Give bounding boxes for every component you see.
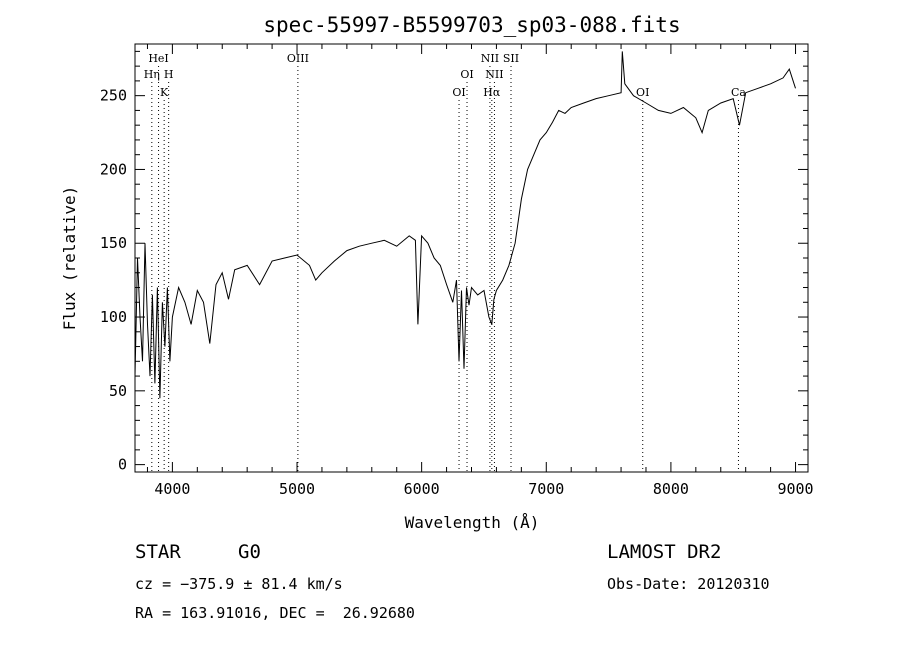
y-tick-label: 100	[100, 308, 127, 326]
line-marker-label: NII	[481, 52, 499, 65]
line-marker-label: OI	[452, 86, 465, 99]
line-marker-label: HeI	[148, 52, 168, 65]
line-marker-label: Hη	[144, 68, 160, 81]
line-marker-label: Hα	[483, 86, 501, 99]
object-subclass: G0	[238, 541, 261, 563]
redshift-velocity: cz = −375.9 ± 81.4 km/s	[135, 575, 343, 593]
x-tick-label: 8000	[653, 480, 689, 498]
line-marker-label: SII	[503, 52, 519, 65]
line-marker-label: K	[160, 86, 169, 99]
y-tick-label: 200	[100, 160, 127, 178]
line-marker-label: OI	[460, 68, 473, 81]
x-tick-label: 5000	[279, 480, 315, 498]
line-marker-label: Ca	[731, 86, 746, 99]
x-tick-label: 4000	[154, 480, 190, 498]
y-axis: 0 50 100 150 200 250	[100, 50, 808, 474]
y-tick-label: 0	[118, 456, 127, 474]
survey-name: LAMOST DR2	[607, 541, 722, 563]
sky-coordinates: RA = 163.91016, DEC = 26.92680	[135, 604, 415, 622]
plot-frame	[134, 43, 809, 473]
line-marker-label: OI	[636, 86, 649, 99]
x-tick-label: 7000	[528, 480, 564, 498]
x-tick-label: 6000	[404, 480, 440, 498]
y-tick-label: 250	[100, 87, 127, 105]
spectrum-line	[134, 51, 796, 399]
x-tick-label: 9000	[777, 480, 813, 498]
x-axis-label: Wavelength (Å)	[405, 513, 540, 532]
line-marker-label: H	[164, 68, 174, 81]
y-tick-label: 150	[100, 234, 127, 252]
observation-date: Obs-Date: 20120310	[607, 575, 770, 593]
y-axis-label: Flux (relative)	[60, 186, 79, 331]
chart-title: spec-55997-B5599703_sp03-088.fits	[263, 13, 680, 37]
line-marker-label: NII	[485, 68, 503, 81]
x-axis: 4000 5000 6000 7000 8000 9000	[146, 44, 814, 498]
y-tick-label: 50	[109, 382, 127, 400]
object-class: STAR	[135, 541, 181, 563]
line-marker-label: OIII	[287, 52, 309, 65]
